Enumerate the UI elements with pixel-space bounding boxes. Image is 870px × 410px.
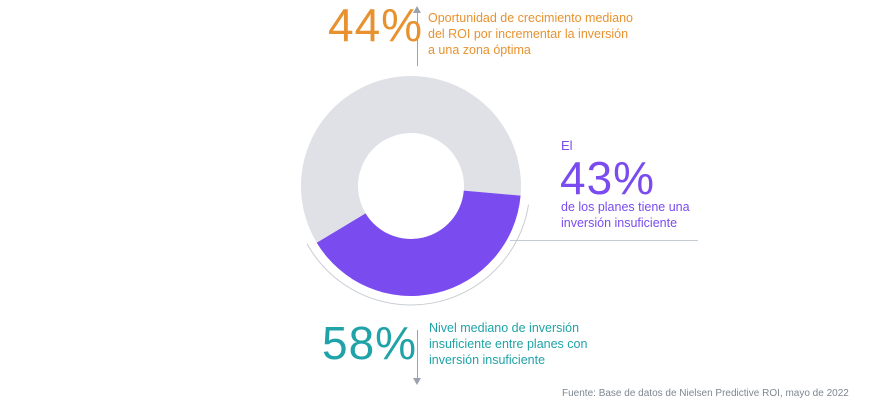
donut-slice-grey [301,75,521,243]
arrow-up-icon [413,6,421,13]
bottom-stat-percent: 58% [322,317,418,369]
donut-outline-arc [306,204,530,306]
top-arrow-line [417,10,418,66]
right-stat-prefix: El [561,138,573,153]
right-stat-percent: 43% [560,152,656,204]
bottom-arrow-line [417,330,418,380]
right-stat-description: de los planes tiene una inversión insufi… [561,200,690,230]
top-stat-percent: 44% [328,0,424,51]
arrow-down-icon [413,378,421,385]
right-divider-line [510,240,698,241]
source-note: Fuente: Base de datos de Nielsen Predict… [562,388,849,399]
bottom-stat-description: Nivel mediano de inversión insuficiente … [429,321,588,367]
donut-slice-purple [316,190,521,296]
top-stat-description: Oportunidad de crecimiento mediano del R… [428,11,633,57]
